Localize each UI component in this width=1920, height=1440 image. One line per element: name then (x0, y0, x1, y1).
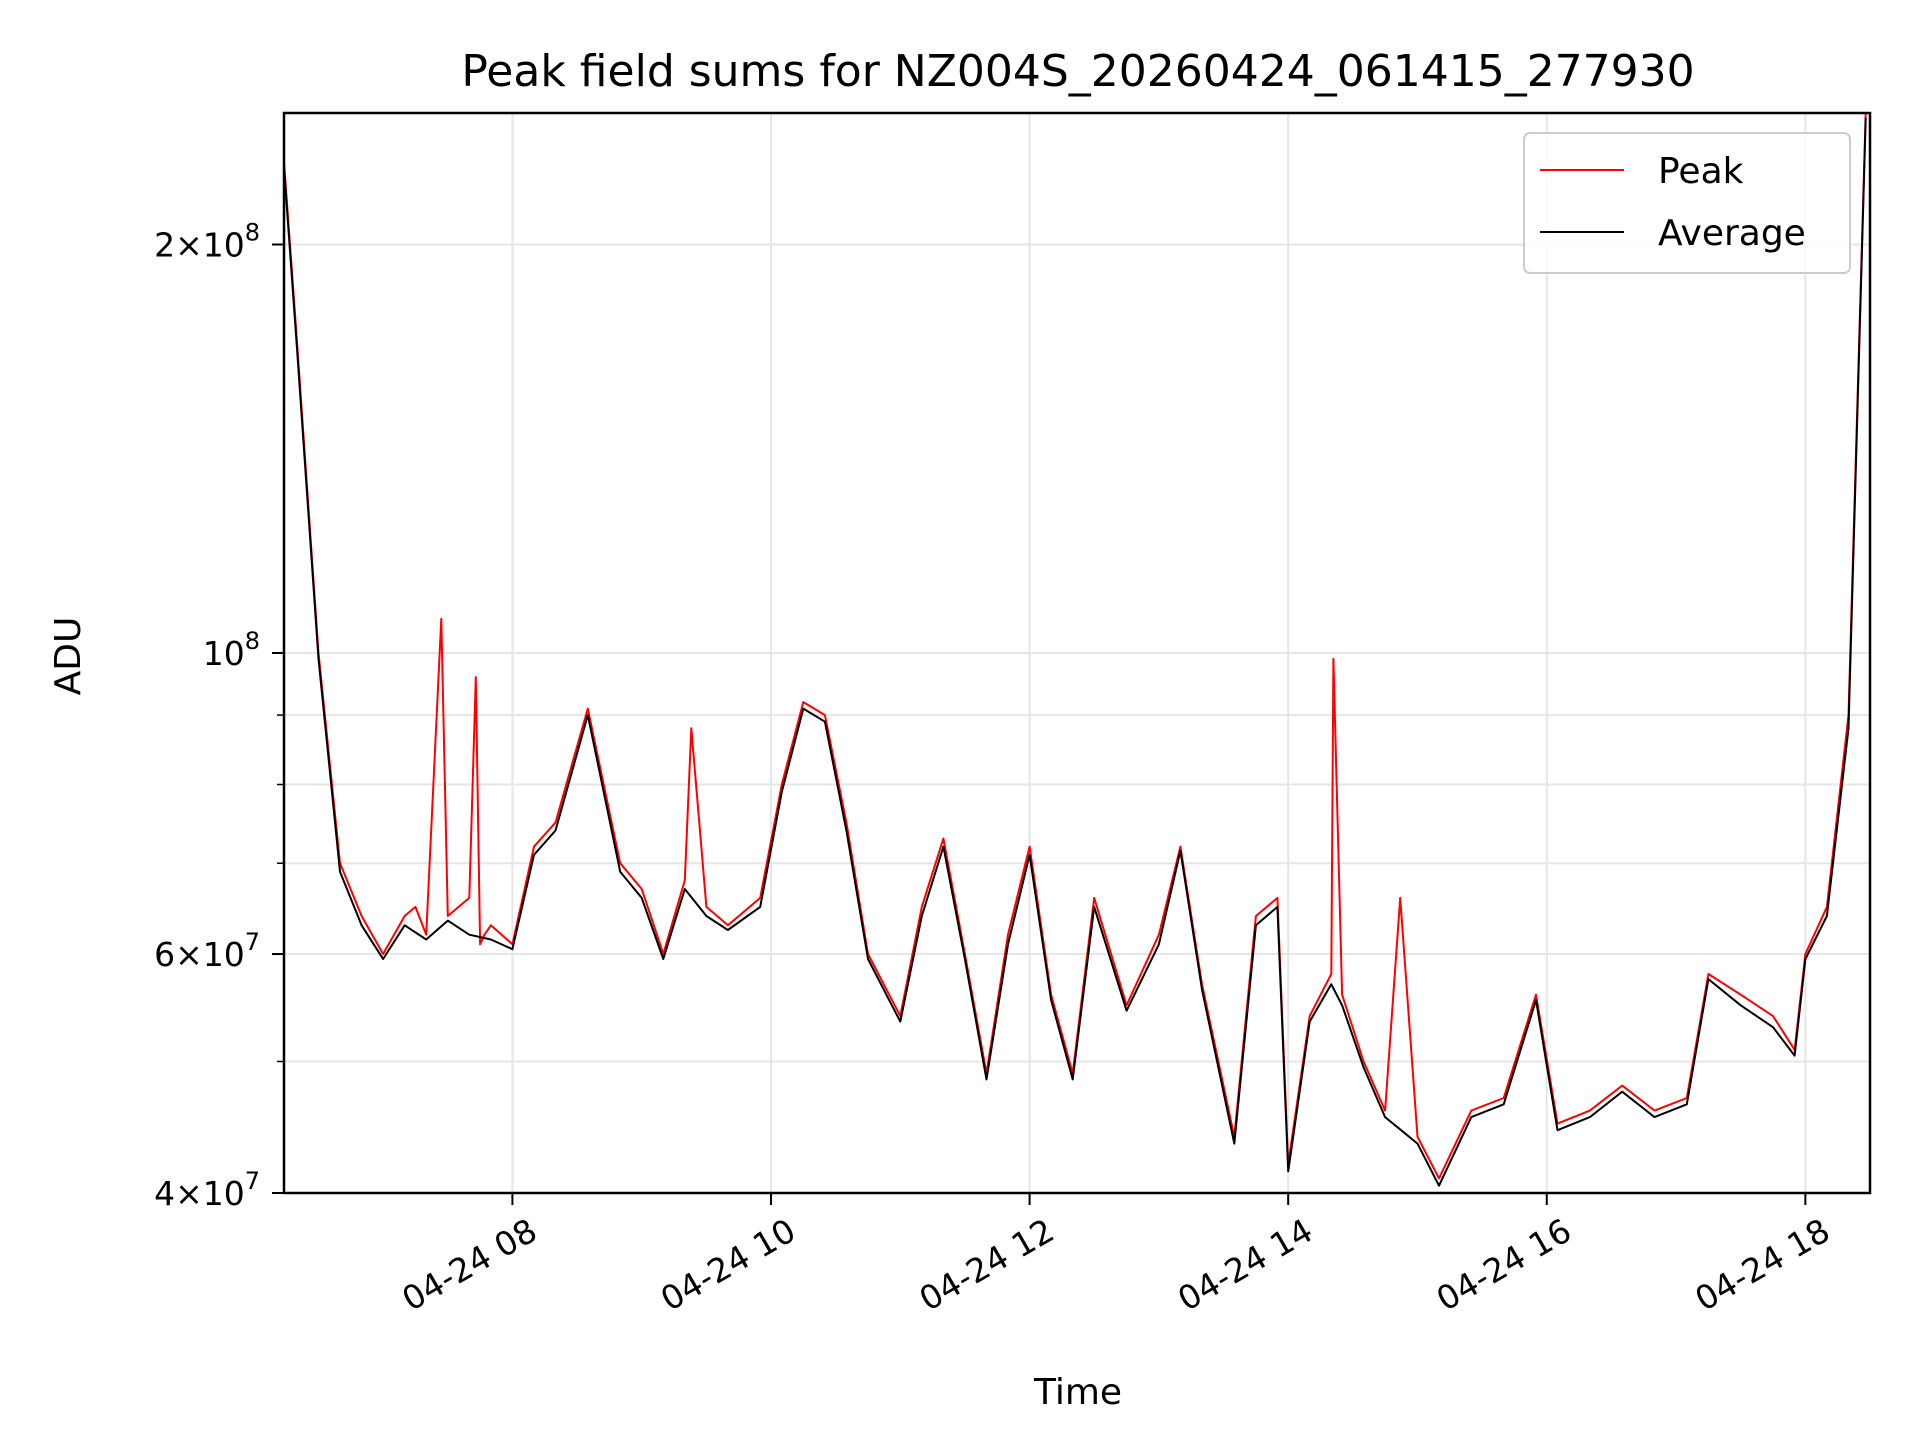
legend: Peak Average (1523, 132, 1851, 274)
y-tick-label: 4×107 (154, 1167, 260, 1213)
x-tick-label: 04-24 16 (1430, 1211, 1578, 1319)
y-tick-label: 6×107 (154, 928, 260, 974)
legend-label-average: Average (1658, 213, 1806, 254)
x-tick-label: 04-24 08 (395, 1211, 543, 1319)
x-tick-label: 04-24 12 (913, 1211, 1061, 1319)
series-lines (283, 112, 1867, 1187)
axis-ticks: 04-24 08 04-24 10 04-24 12 04-24 14 04-24 16… (154, 219, 1836, 1319)
series-line-average (283, 117, 1867, 1187)
x-tick-label: 04-24 18 (1688, 1211, 1836, 1319)
legend-label-peak: Peak (1658, 151, 1744, 192)
x-tick-label: 04-24 14 (1171, 1211, 1319, 1319)
legend-box (1523, 132, 1851, 274)
chart-title: Peak field sums for NZ004S_20260424_0614… (461, 46, 1694, 97)
x-axis-label: Time (1033, 1372, 1122, 1413)
y-tick-label: 2×108 (154, 219, 260, 265)
y-axis-label: ADU (48, 617, 89, 696)
x-tick-label: 04-24 10 (654, 1211, 802, 1319)
y-tick-label: 108 (203, 627, 260, 673)
